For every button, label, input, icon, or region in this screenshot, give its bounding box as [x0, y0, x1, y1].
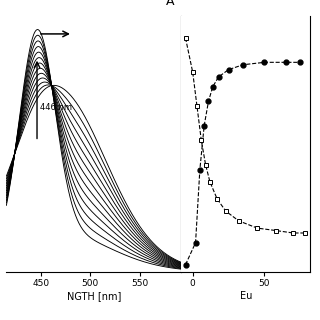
- X-axis label: NGTH [nm]: NGTH [nm]: [67, 291, 121, 301]
- Text: A: A: [166, 0, 174, 8]
- Text: 446 nm: 446 nm: [40, 103, 72, 112]
- X-axis label: Eu: Eu: [240, 291, 252, 301]
